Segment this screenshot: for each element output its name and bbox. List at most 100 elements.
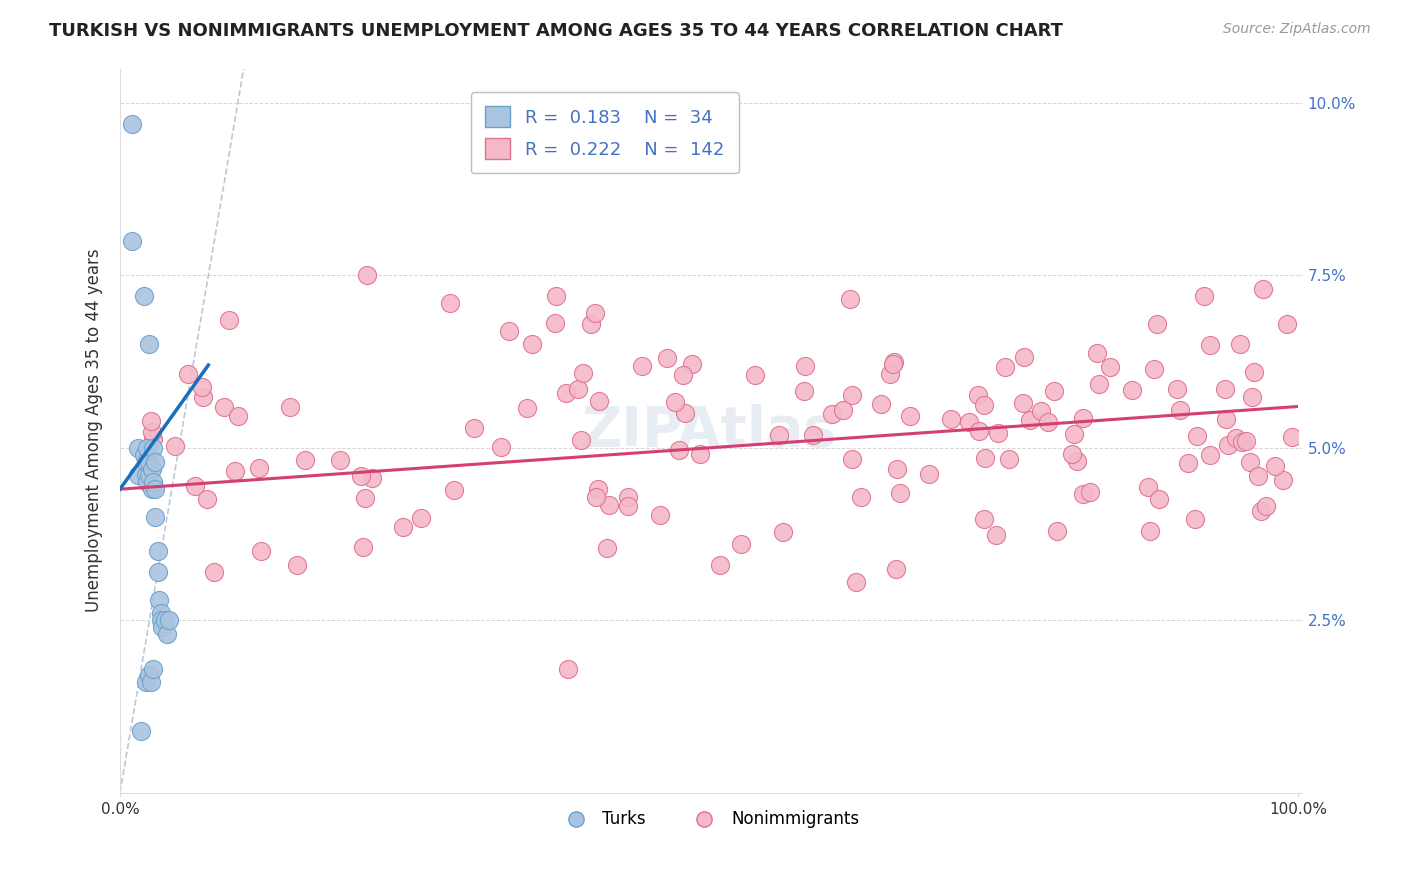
Point xyxy=(1063,426,1085,441)
Point xyxy=(247,461,270,475)
Point xyxy=(1080,484,1102,499)
Point xyxy=(1071,411,1094,425)
Point xyxy=(567,382,589,396)
Point xyxy=(141,414,163,428)
Point xyxy=(616,490,638,504)
Point xyxy=(159,613,181,627)
Y-axis label: Unemployment Among Ages 35 to 44 years: Unemployment Among Ages 35 to 44 years xyxy=(86,249,103,613)
Point xyxy=(195,492,218,507)
Point xyxy=(352,540,374,554)
Point xyxy=(142,441,165,455)
Text: Source: ZipAtlas.com: Source: ZipAtlas.com xyxy=(1223,22,1371,37)
Point xyxy=(1071,487,1094,501)
Text: TURKISH VS NONIMMIGRANTS UNEMPLOYMENT AMONG AGES 35 TO 44 YEARS CORRELATION CHAR: TURKISH VS NONIMMIGRANTS UNEMPLOYMENT AM… xyxy=(49,22,1063,40)
Point xyxy=(489,440,512,454)
Point xyxy=(148,592,170,607)
Point xyxy=(1062,447,1084,461)
Point xyxy=(138,668,160,682)
Point xyxy=(889,485,911,500)
Point xyxy=(744,368,766,382)
Point xyxy=(571,367,593,381)
Point xyxy=(1234,434,1257,449)
Point xyxy=(136,441,159,455)
Point xyxy=(1085,346,1108,360)
Point xyxy=(1146,317,1168,331)
Point xyxy=(884,562,907,576)
Point xyxy=(768,427,790,442)
Point xyxy=(841,388,863,402)
Point xyxy=(127,468,149,483)
Point xyxy=(1272,473,1295,487)
Point xyxy=(224,463,246,477)
Point xyxy=(689,447,711,461)
Point xyxy=(1036,415,1059,429)
Point xyxy=(1029,404,1052,418)
Point xyxy=(730,537,752,551)
Point xyxy=(1230,435,1253,450)
Point xyxy=(143,482,166,496)
Point xyxy=(498,324,520,338)
Point xyxy=(851,490,873,504)
Point xyxy=(132,448,155,462)
Point xyxy=(681,357,703,371)
Point xyxy=(1243,365,1265,379)
Point xyxy=(668,442,690,457)
Point xyxy=(557,661,579,675)
Point xyxy=(1121,384,1143,398)
Point xyxy=(132,289,155,303)
Point xyxy=(997,452,1019,467)
Point xyxy=(918,467,941,481)
Point xyxy=(121,117,143,131)
Point xyxy=(631,359,654,373)
Point xyxy=(617,499,640,513)
Point xyxy=(586,482,609,496)
Point xyxy=(772,525,794,540)
Point xyxy=(967,424,990,438)
Point xyxy=(1088,377,1111,392)
Point xyxy=(278,400,301,414)
Point xyxy=(143,455,166,469)
Point xyxy=(1137,480,1160,494)
Point xyxy=(1250,504,1272,518)
Point xyxy=(1011,396,1033,410)
Point xyxy=(845,575,868,590)
Point xyxy=(1143,362,1166,376)
Point xyxy=(142,661,165,675)
Point xyxy=(544,289,567,303)
Point xyxy=(138,455,160,469)
Point xyxy=(439,296,461,310)
Point xyxy=(218,313,240,327)
Point xyxy=(361,470,384,484)
Point xyxy=(598,498,620,512)
Point xyxy=(156,627,179,641)
Point xyxy=(127,441,149,455)
Point xyxy=(886,462,908,476)
Point xyxy=(1225,431,1247,445)
Point xyxy=(882,357,904,371)
Point xyxy=(675,405,697,419)
Point xyxy=(1281,430,1303,444)
Point xyxy=(1215,412,1237,426)
Point xyxy=(135,468,157,483)
Point xyxy=(139,675,162,690)
Point xyxy=(443,483,465,497)
Point xyxy=(841,451,863,466)
Point xyxy=(1185,428,1208,442)
Point xyxy=(544,316,567,330)
Point xyxy=(202,565,225,579)
Point xyxy=(141,461,163,475)
Point xyxy=(1166,382,1188,396)
Point xyxy=(1066,454,1088,468)
Point xyxy=(354,491,377,505)
Point xyxy=(657,351,679,365)
Point xyxy=(583,306,606,320)
Point xyxy=(177,368,200,382)
Point xyxy=(121,234,143,248)
Point xyxy=(141,482,163,496)
Point xyxy=(585,490,607,504)
Point xyxy=(671,368,693,383)
Point xyxy=(329,453,352,467)
Point xyxy=(581,317,603,331)
Point xyxy=(957,415,980,429)
Point xyxy=(939,412,962,426)
